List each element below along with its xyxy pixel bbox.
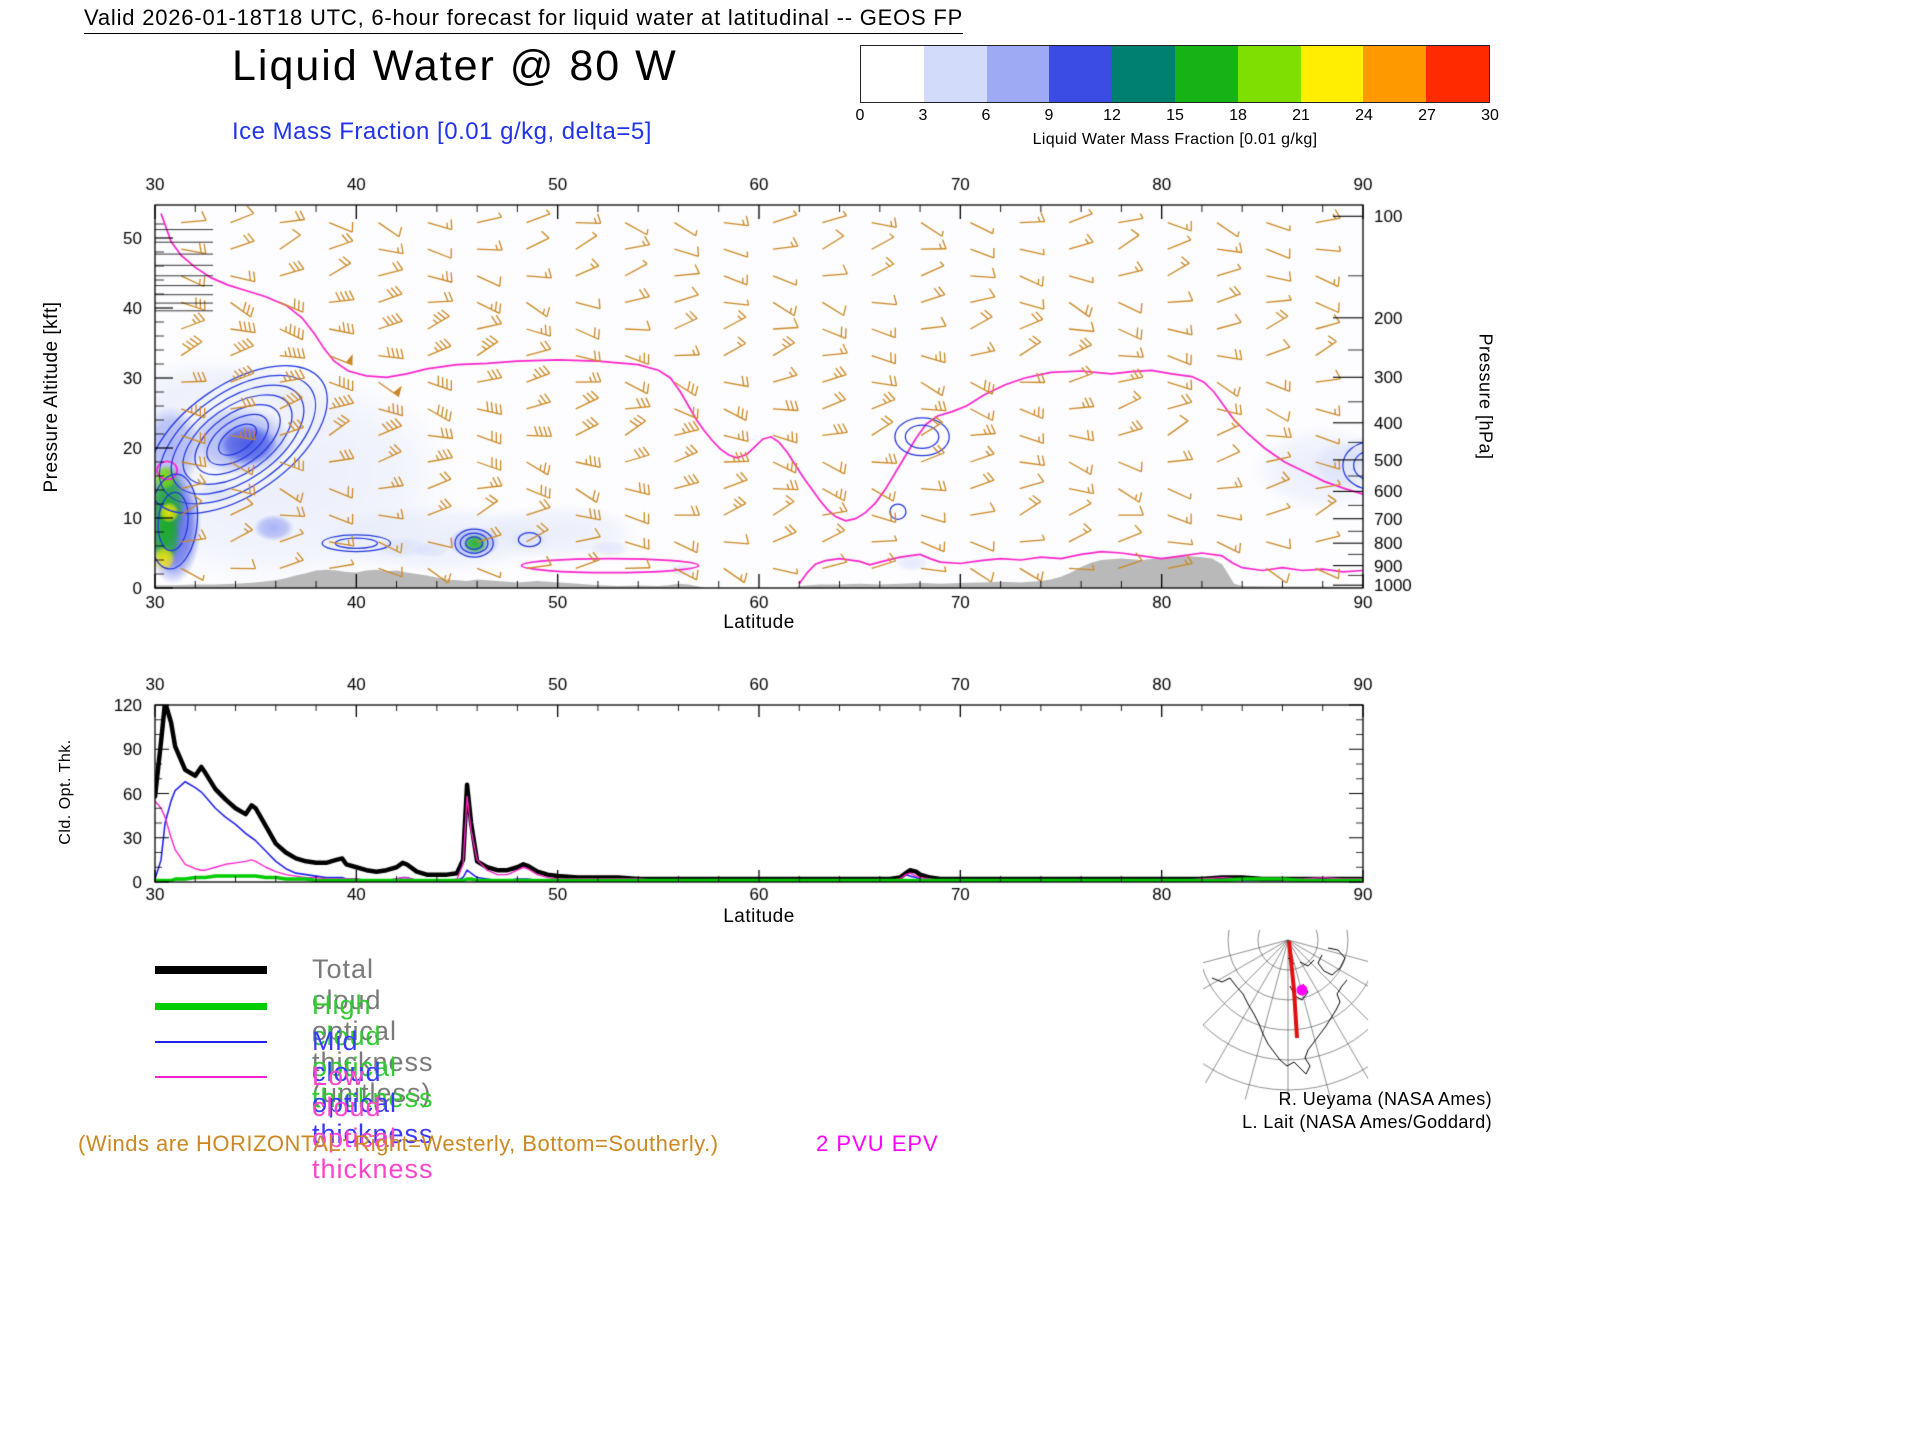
legend-line-swatch bbox=[155, 1002, 267, 1010]
colorbar-tick-label: 0 bbox=[855, 107, 865, 124]
credit-line-2: L. Lait (NASA Ames/Goddard) bbox=[1242, 1112, 1492, 1132]
optical-ylabel: Cld. Opt. Thk. bbox=[57, 739, 74, 845]
colorbar-segment bbox=[1300, 46, 1364, 102]
page-title: Liquid Water @ 80 W bbox=[232, 42, 678, 90]
credit-line-1: R. Ueyama (NASA Ames) bbox=[1278, 1089, 1492, 1109]
colorbar-segment bbox=[923, 46, 987, 102]
colorbar-bar bbox=[860, 45, 1490, 103]
main-xlabel: Latitude bbox=[723, 612, 795, 633]
colorbar-tick-label: 12 bbox=[1103, 107, 1121, 124]
colorbar: 0 3 6 9 12 15 18 21 24 27 30 Liquid Water Mass Fra… bbox=[856, 45, 1499, 149]
map-inset bbox=[1203, 930, 1368, 1105]
main-cross-section-panel bbox=[155, 205, 1363, 588]
legend-line-swatch bbox=[155, 1076, 267, 1078]
winds-note: (Winds are HORIZONTAL: Right=Westerly, B… bbox=[78, 1131, 719, 1156]
valid-line: Valid 2026-01-18T18 UTC, 6-hour forecast… bbox=[84, 5, 964, 34]
colorbar-tick-label: 30 bbox=[1481, 107, 1499, 124]
colorbar-tick-label: 21 bbox=[1292, 107, 1310, 124]
colorbar-ticks: 0 3 6 9 12 15 18 21 24 27 30 bbox=[856, 107, 1499, 124]
colorbar-segment bbox=[861, 46, 924, 102]
ice-subtitle: Ice Mass Fraction [0.01 g/kg, delta=5] bbox=[232, 118, 652, 145]
colorbar-tick-label: 15 bbox=[1166, 107, 1184, 124]
colorbar-tick-label: 24 bbox=[1355, 107, 1373, 124]
colorbar-segment bbox=[1049, 46, 1113, 102]
colorbar-tick-label: 18 bbox=[1229, 107, 1247, 124]
optical-thickness-panel bbox=[155, 705, 1363, 882]
credits: R. Ueyama (NASA Ames) L. Lait (NASA Ames… bbox=[1242, 1088, 1492, 1134]
colorbar-tick-label: 27 bbox=[1418, 107, 1436, 124]
optical-xlabel: Latitude bbox=[723, 906, 795, 927]
main-ylabel-left: Pressure Altitude [kft] bbox=[41, 301, 62, 493]
colorbar-segment bbox=[1237, 46, 1301, 102]
colorbar-segment bbox=[986, 46, 1050, 102]
colorbar-segment bbox=[1112, 46, 1175, 102]
legend-label: Mid cloud optical thickness bbox=[312, 1026, 434, 1149]
legend-label: Total cloud optical thickness (unitless) bbox=[312, 954, 434, 1108]
colorbar-segment bbox=[1174, 46, 1238, 102]
colorbar-tick-label: 9 bbox=[1044, 107, 1054, 124]
colorbar-segment bbox=[1363, 46, 1427, 102]
main-ylabel-right: Pressure [hPa] bbox=[1475, 333, 1496, 460]
colorbar-label: Liquid Water Mass Fraction [0.01 g/kg] bbox=[1032, 131, 1318, 148]
pvu-label: 2 PVU EPV bbox=[816, 1131, 939, 1156]
legend-label: Low cloud optical thickness bbox=[312, 1061, 434, 1184]
legend-line-swatch bbox=[155, 1040, 267, 1044]
colorbar-tick-label: 3 bbox=[918, 107, 928, 124]
legend-line-swatch bbox=[155, 966, 267, 974]
legend-label: High cloud optical thickness bbox=[312, 990, 434, 1113]
colorbar-segment bbox=[1426, 46, 1489, 102]
colorbar-tick-label: 6 bbox=[981, 107, 991, 124]
